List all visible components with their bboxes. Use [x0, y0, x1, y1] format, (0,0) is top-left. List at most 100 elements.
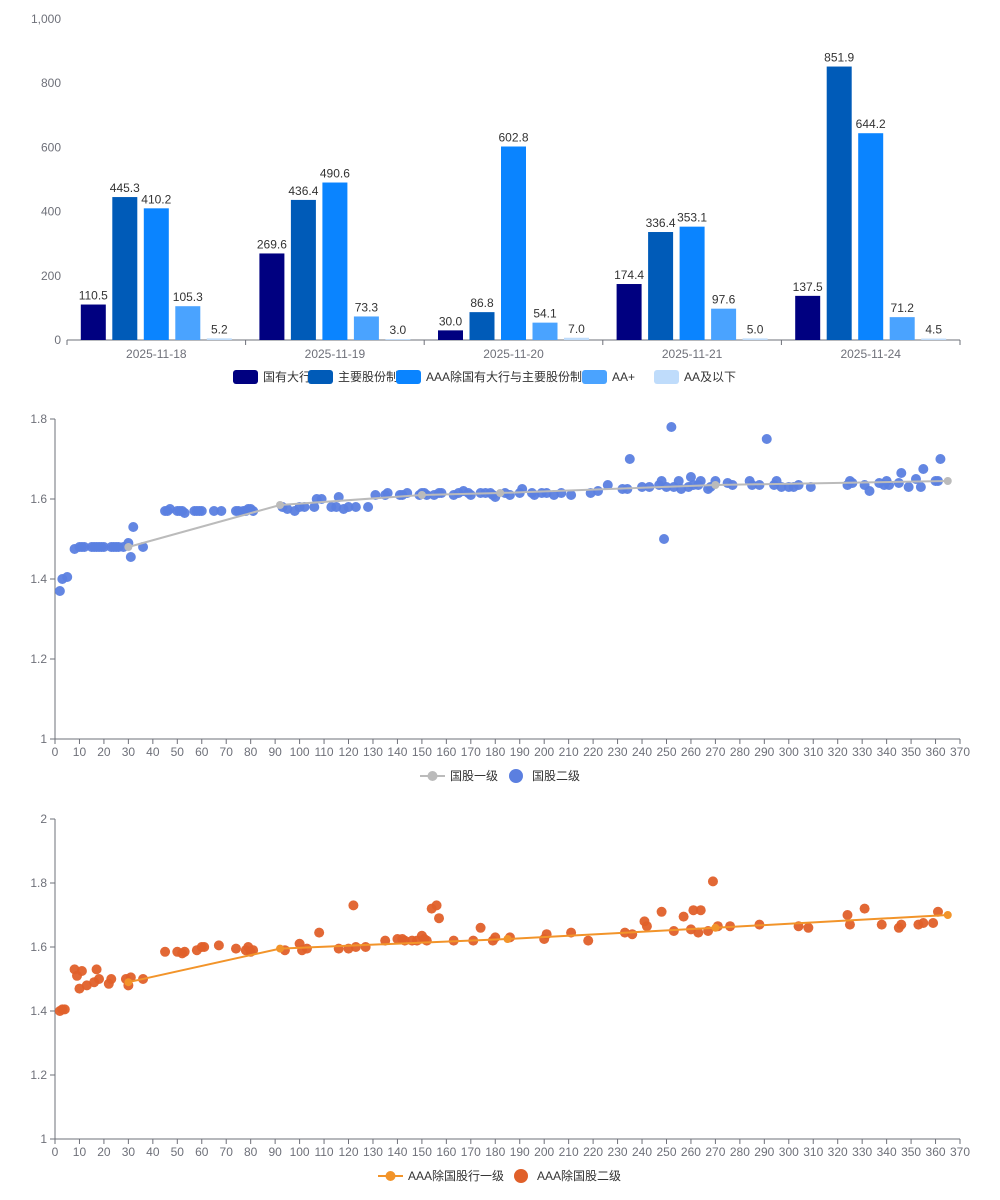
scatter-point: [688, 905, 699, 916]
scatter-point: [803, 922, 814, 933]
scatter-point: [216, 506, 227, 516]
bar-data-label: 86.8: [470, 296, 494, 310]
scatter-chart-guogu: 1 1.2 1.4 1.6 1.8 0 10 20 30 40 50 60 70 80 90 100 110 12…: [30, 412, 970, 783]
x-tick-label: 70: [220, 745, 234, 759]
scatter-point: [421, 935, 432, 946]
x-tick-label: 310: [803, 1145, 823, 1159]
bar-data-label: 71.2: [891, 301, 915, 315]
legend-swatch: [233, 370, 258, 384]
scatter-point: [434, 913, 445, 924]
bar-data-label: 54.1: [533, 307, 557, 321]
scatter-point: [876, 919, 887, 930]
legend-swatch: [396, 370, 421, 384]
x-tick-label: 280: [730, 1145, 750, 1159]
x-tick-label: 2025-11-21: [662, 347, 723, 361]
bar-data-label: 644.2: [856, 117, 886, 131]
scatter-point: [128, 522, 139, 532]
legend-label: 国股二级: [532, 769, 580, 783]
y-tick-label: 1,000: [31, 12, 61, 26]
x-tick-label: 80: [244, 745, 258, 759]
series-line: [128, 480, 948, 548]
scatter-point: [842, 910, 853, 920]
x-tick-label: 160: [436, 745, 456, 759]
legend-label: 国股一级: [450, 769, 498, 783]
scatter-point: [893, 478, 904, 488]
scatter-point: [695, 905, 706, 916]
x-tick-label: 290: [754, 745, 774, 759]
x-tick-label: 100: [290, 1145, 310, 1159]
scatter-point: [343, 502, 354, 512]
scatter-point: [859, 903, 870, 914]
scatter-point: [566, 490, 577, 500]
x-tick-label: 280: [730, 745, 750, 759]
scatter-point: [208, 506, 219, 516]
bar: [290, 199, 316, 340]
scatter-point: [583, 935, 594, 946]
scatter-point: [179, 508, 190, 518]
x-tick-label: 2025-11-18: [126, 347, 187, 361]
scatter-point: [199, 942, 210, 952]
y-tick-label: 1.6: [30, 492, 47, 506]
bar: [175, 306, 201, 340]
y-tick-label: 1.2: [30, 652, 47, 666]
scatter-point: [693, 927, 704, 938]
x-tick-label: 140: [387, 745, 407, 759]
x-tick-label: 360: [926, 745, 946, 759]
scatter-point: [59, 1004, 70, 1015]
bar: [438, 330, 463, 340]
x-tick-label: 190: [510, 745, 530, 759]
x-tick-label: 220: [583, 1145, 603, 1159]
x-tick-label: 360: [926, 1145, 946, 1159]
legend-label: AA+: [612, 370, 635, 384]
bar-data-label: 73.3: [355, 300, 379, 314]
bar: [742, 338, 768, 340]
scatter-point: [160, 946, 171, 957]
scatter-point: [436, 488, 447, 498]
x-tick-label: 200: [534, 745, 554, 759]
scatter-point: [360, 942, 371, 952]
y-tick-label: 1.4: [30, 572, 47, 586]
x-tick-label: 370: [950, 1145, 970, 1159]
bar-data-label: 5.0: [747, 322, 764, 336]
scatter-point: [91, 964, 102, 975]
bar: [564, 337, 589, 340]
x-tick-label: 2025-11-20: [483, 347, 544, 361]
x-tick-label: 340: [877, 1145, 897, 1159]
bar-data-label: 97.6: [712, 293, 736, 307]
bar-data-label: 137.5: [793, 280, 823, 294]
legend-swatch: [308, 370, 333, 384]
scatter-point: [624, 454, 635, 464]
scatter-point: [793, 480, 804, 490]
scatter-point: [196, 506, 207, 516]
scatter-point: [490, 932, 501, 943]
y-tick-label: 1: [40, 732, 47, 746]
x-tick-label: 300: [779, 1145, 799, 1159]
scatter-point: [76, 966, 87, 976]
x-tick-label: 90: [268, 745, 282, 759]
line-point: [496, 489, 505, 497]
scatter-point: [348, 900, 359, 911]
legend-label: AAA除国股二级: [537, 1168, 621, 1183]
y-tick-label: 0: [54, 333, 61, 347]
scatter-point: [314, 927, 325, 938]
y-tick-label: 400: [41, 205, 61, 219]
x-tick-label: 180: [485, 745, 505, 759]
y-tick-label: 1.8: [30, 412, 47, 426]
legend-swatch: [582, 370, 607, 384]
x-tick-label: 90: [268, 1145, 282, 1159]
x-tick-label: 240: [632, 745, 652, 759]
scatter-point: [896, 919, 907, 930]
scatter-point: [695, 476, 706, 486]
scatter-point: [627, 929, 638, 940]
scatter-point: [935, 454, 946, 464]
bar: [532, 322, 558, 340]
bar-data-label: 4.5: [925, 323, 942, 337]
scatter-point: [556, 488, 567, 498]
scatter-point: [431, 900, 442, 911]
bar: [648, 232, 674, 340]
x-tick-label: 130: [363, 1145, 383, 1159]
scatter-point: [673, 476, 684, 486]
scatter-point: [475, 922, 486, 933]
x-tick-label: 330: [852, 745, 872, 759]
x-tick-label: 350: [901, 1145, 921, 1159]
